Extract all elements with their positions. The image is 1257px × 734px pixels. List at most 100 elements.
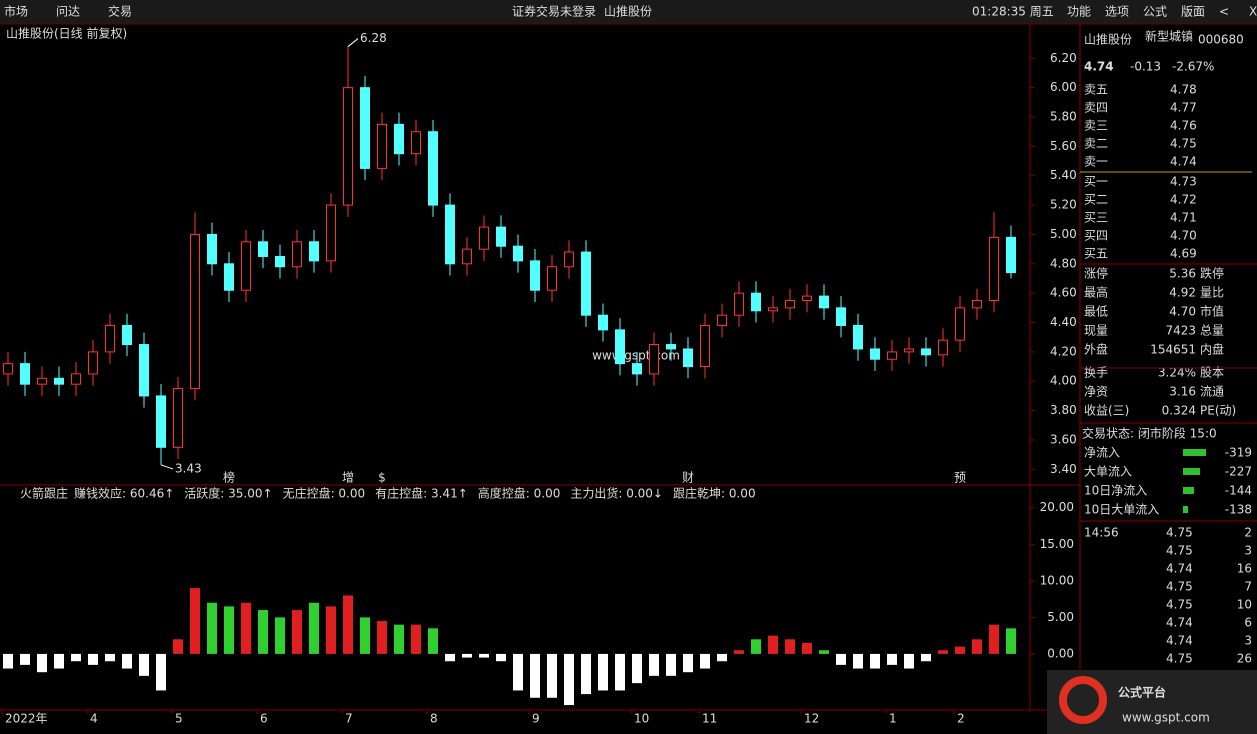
y-tick-label: 5.20 xyxy=(1050,198,1077,212)
indicator-bar xyxy=(836,653,846,665)
indicator-bar xyxy=(207,602,217,654)
stat-label: 最低 xyxy=(1084,305,1108,319)
indicator-bar xyxy=(513,653,523,691)
candle-body xyxy=(955,307,965,341)
tick-volume: 6 xyxy=(1244,616,1252,630)
candle-body xyxy=(173,388,183,448)
candle-body xyxy=(445,204,455,265)
candle-body xyxy=(326,204,336,262)
max-pointer xyxy=(347,38,359,47)
indicator-bar xyxy=(598,653,608,691)
book-label: 买一 xyxy=(1084,175,1108,189)
stat-label: 跌停 xyxy=(1200,266,1224,281)
y-tick-label: 10.00 xyxy=(1040,573,1074,587)
indicator-bar xyxy=(377,621,387,654)
indicator-bar xyxy=(241,602,251,654)
last-price: 4.74 xyxy=(1084,60,1114,74)
candle-body xyxy=(292,241,302,268)
tick-price: 4.74 xyxy=(1166,616,1193,630)
candle-body xyxy=(768,307,778,312)
candle-body xyxy=(496,226,506,247)
candle-body xyxy=(309,241,319,262)
indicator-bar xyxy=(190,588,200,654)
menu-item[interactable]: < xyxy=(1219,5,1229,19)
y-tick-label: 6.00 xyxy=(1050,80,1077,94)
stat-label: 收益(三) xyxy=(1084,404,1129,418)
event-tag: 财 xyxy=(682,471,694,485)
indicator-bar xyxy=(581,653,591,695)
menu-item[interactable]: 问达 xyxy=(56,5,80,19)
flow-bar xyxy=(1183,506,1188,513)
x-tick-label: 11 xyxy=(702,712,717,726)
candle-body xyxy=(37,377,47,385)
min-label: 3.43 xyxy=(175,461,202,475)
menu-item[interactable]: 版面 xyxy=(1181,5,1205,19)
indicator-bar xyxy=(989,624,999,654)
candle-body xyxy=(411,131,421,155)
menu-item[interactable]: 选项 xyxy=(1105,5,1129,19)
x-tick-label: 4 xyxy=(90,712,98,726)
x-tick-label: 6 xyxy=(260,712,268,726)
candle-body xyxy=(547,266,557,291)
menu-item[interactable]: 交易 xyxy=(108,4,132,19)
flow-value: -144 xyxy=(1225,484,1252,498)
candle-body xyxy=(479,226,489,250)
candle-body xyxy=(88,351,98,375)
candle-body xyxy=(241,241,251,291)
indicator-value: 无庄控盘: 0.00 xyxy=(283,486,366,501)
chart-title: 山推股份(日线 前复权) xyxy=(6,26,127,41)
stat-label: 内盘 xyxy=(1200,342,1224,357)
y-tick-label: 5.80 xyxy=(1050,110,1077,124)
book-label: 买四 xyxy=(1084,229,1108,243)
book-label: 买五 xyxy=(1084,247,1108,261)
candle-body xyxy=(853,324,863,350)
indicator-bar xyxy=(1006,628,1016,654)
candle-body xyxy=(666,344,676,350)
menu-item[interactable]: 市场 xyxy=(4,4,28,19)
indicator-value: 主力出货: 0.00↓ xyxy=(570,486,663,501)
tick-volume: 2 xyxy=(1244,526,1252,540)
book-label: 卖四 xyxy=(1084,101,1108,115)
indicator-bar xyxy=(496,653,506,662)
stat-label: PE(动) xyxy=(1200,404,1236,418)
flow-value: -227 xyxy=(1225,465,1252,479)
book-price: 4.70 xyxy=(1170,229,1197,243)
indicator-bar xyxy=(530,653,540,698)
candle-body xyxy=(649,344,659,375)
candle-body xyxy=(972,300,982,309)
tick-volume: 10 xyxy=(1237,598,1252,612)
menu-item[interactable]: 公式 xyxy=(1143,5,1167,19)
stat-value: 4.92 xyxy=(1169,286,1196,300)
candle-body xyxy=(581,251,591,316)
x-tick-label: 12 xyxy=(804,712,819,726)
candle-body xyxy=(71,373,81,385)
logo-icon xyxy=(1059,676,1107,724)
stat-label: 量比 xyxy=(1200,286,1224,300)
y-tick-label: 5.00 xyxy=(1050,227,1077,241)
trade-status: 交易状态: 闭市阶段 15:0 xyxy=(1082,426,1217,441)
menu-bar xyxy=(0,0,1257,24)
tick-price: 4.75 xyxy=(1166,526,1193,540)
candle-body xyxy=(258,241,268,257)
indicator-bar xyxy=(870,653,880,669)
flow-label: 净流入 xyxy=(1084,446,1120,460)
stat-value: 3.16 xyxy=(1169,385,1196,399)
indicator-bar xyxy=(105,653,115,662)
stat-label: 股本 xyxy=(1200,366,1224,380)
tick-price: 4.75 xyxy=(1166,652,1193,666)
candle-body xyxy=(717,314,727,326)
indicator-value: 跟庄乾坤: 0.00 xyxy=(673,486,756,501)
price-pct: -2.67% xyxy=(1172,60,1214,74)
menu-item[interactable]: X xyxy=(1249,5,1257,19)
y-tick-label: 5.60 xyxy=(1050,139,1077,153)
max-label: 6.28 xyxy=(360,31,387,45)
book-price: 4.76 xyxy=(1170,119,1197,133)
book-label: 卖五 xyxy=(1084,83,1108,97)
stat-label: 流通 xyxy=(1200,385,1224,399)
flow-label: 大单流入 xyxy=(1084,465,1132,479)
indicator-bar xyxy=(853,653,863,669)
menu-item[interactable]: 功能 xyxy=(1067,5,1091,19)
indicator-value: 有庄控盘: 3.41↑ xyxy=(375,486,468,501)
y-tick-label: 4.00 xyxy=(1050,374,1077,388)
login-notice: 证券交易未登录 xyxy=(512,4,596,19)
